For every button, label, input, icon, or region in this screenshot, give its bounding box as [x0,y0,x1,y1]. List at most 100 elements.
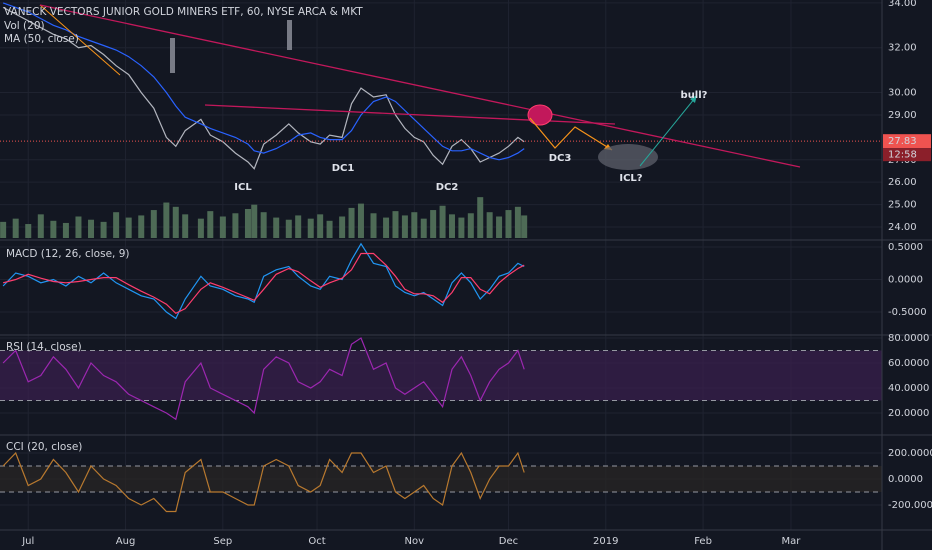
chart-title: VANECK VECTORS JUNIOR GOLD MINERS ETF, 6… [4,6,363,18]
price-tag-label: 27.83 [888,136,917,147]
marker-bar [170,38,175,73]
volume-bar [244,208,251,238]
price-tag [883,134,931,149]
trend-line [39,4,801,168]
volume-bar [486,212,493,238]
volume-bar [467,213,474,238]
series-line [2,242,525,320]
marks [0,2,882,513]
volume-bar [326,220,333,238]
marker-bar [287,20,292,50]
projection-path [529,117,613,151]
highlight-ellipse [527,104,553,126]
y-tick-label: 40.0000 [888,383,929,394]
volume-bar [505,210,512,238]
target-ellipse [598,144,658,170]
x-tick-label: Aug [116,536,136,547]
volume-bar [411,212,418,238]
volume-bar [285,219,292,238]
x-tick-label: Feb [694,536,712,547]
x-tick-label: 2019 [593,536,618,547]
series-line [2,6,525,170]
volume-bar [125,217,132,238]
indicator-label: Vol (20) [4,20,45,32]
volume-bar [138,215,145,238]
volume-bar [273,217,280,238]
volume-bar [62,222,69,238]
band-fill [0,350,882,401]
y-tick-label: 200.0000 [888,448,932,459]
band-fill [0,465,882,492]
y-tick-label: -200.0000 [888,500,932,511]
trend-line [39,4,121,76]
y-tick-label: 60.0000 [888,358,929,369]
pane-title: MACD (12, 26, close, 9) [6,248,129,260]
y-tick-label: 34.00 [888,0,917,9]
volume-bar [207,211,214,238]
volume-bar [420,218,427,238]
x-tick-label: Oct [308,536,325,547]
volume-bar [339,216,346,238]
x-tick-label: Sep [213,536,232,547]
volume-bar [439,205,446,238]
volume-bar [370,213,377,238]
volume-bar [150,210,157,238]
countdown-label: 12:58 [888,150,917,161]
volume-bar [232,213,239,238]
volume-bar [448,214,455,238]
volume-bar [113,212,120,238]
volume-bar [182,214,189,238]
series-line [2,337,525,421]
x-tick-label: Mar [782,536,802,547]
grid [0,0,932,531]
volume-bar [317,214,324,238]
pane-title: RSI (14, close) [6,341,82,353]
drawings: ICL DC1 DC2 DC3 ICL? bull? [39,4,801,193]
volume-bar [12,218,19,238]
volume-bar [163,202,170,238]
y-tick-label: 20.0000 [888,408,929,419]
y-tick-label: 30.00 [888,88,917,99]
volume-bar [37,214,44,238]
volume-bar [50,220,57,238]
y-tick-label: -0.5000 [888,307,927,318]
volume-bar [0,221,7,238]
volume-bar [458,217,465,238]
y-tick-label: 24.00 [888,222,917,233]
volume-bar [514,206,521,238]
volume-bar [496,216,503,238]
annotation: DC1 [332,163,355,174]
volume-bar [75,216,82,238]
volume-bar [348,207,355,238]
volume-bar [521,215,528,238]
annotation: DC2 [436,182,459,193]
volume-bar [477,197,484,238]
annotation: DC3 [549,153,572,164]
series-line [2,451,525,513]
y-tick-label: 0.5000 [888,242,923,253]
series-line [2,2,525,161]
volume-bar [88,219,95,238]
volume-bar [219,216,226,238]
volume-bar [401,215,408,238]
annotation: ICL [234,182,252,193]
projection-path [639,97,696,167]
volume-bar [392,211,399,238]
volume-bar [357,203,364,238]
y-tick-label: 0.0000 [888,275,923,286]
volume-bar [251,204,258,238]
annotation: bull? [681,90,708,101]
y-tick-label: 0.0000 [888,474,923,485]
volume-bar [383,217,390,238]
series-line [2,252,525,315]
y-tick-label: 32.00 [888,43,917,54]
y-tick-label: 29.00 [888,110,917,121]
x-tick-label: Dec [499,536,518,547]
volume-bar [295,215,302,238]
volume-bar [197,218,204,238]
volume-bar [100,221,107,238]
volume-bar [260,212,267,238]
y-tick-label: 80.0000 [888,333,929,344]
y-tick-label: 26.00 [888,177,917,188]
